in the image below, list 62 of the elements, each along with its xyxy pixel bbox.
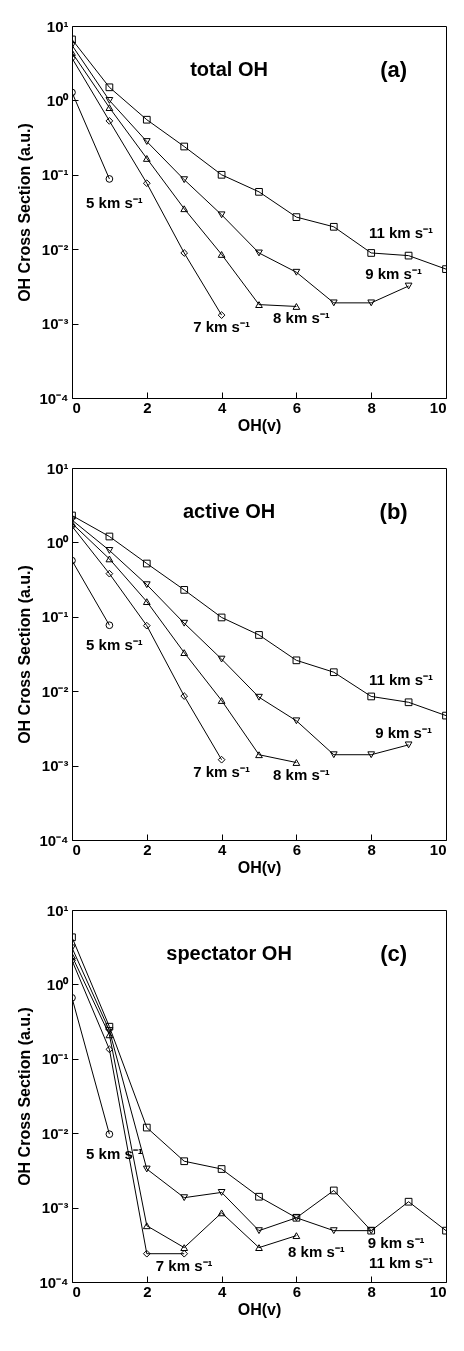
series-label: 7 km s⁻¹ bbox=[193, 318, 250, 336]
x-tick-label: 8 bbox=[367, 1282, 376, 1300]
y-axis-title: OH Cross Section (a.u.) bbox=[16, 123, 34, 302]
y-tick-label: 10⁻² bbox=[41, 1124, 69, 1142]
text: active OH bbox=[182, 500, 276, 522]
x-tick-label: 4 bbox=[217, 398, 227, 416]
x-tick-label: 2 bbox=[143, 398, 152, 416]
x-tick-label: 8 bbox=[367, 840, 376, 858]
y-axis-title: OH Cross Section (a.u.) bbox=[16, 1007, 34, 1186]
y-tick-label: 10⁰ bbox=[46, 533, 70, 551]
series-label: 11 km s⁻¹ bbox=[368, 1253, 434, 1271]
x-tick-label: 2 bbox=[143, 1282, 152, 1300]
x-axis-title: OH(v) bbox=[237, 416, 282, 434]
y-tick-label: 10⁻⁴ bbox=[39, 389, 69, 407]
text: total OH bbox=[190, 58, 268, 80]
x-tick-label: 2 bbox=[143, 840, 152, 858]
y-tick-label: 10⁻² bbox=[41, 240, 69, 258]
series-label: 9 km s⁻¹ bbox=[375, 723, 432, 741]
series-label: 8 km s⁻¹ bbox=[273, 765, 330, 783]
series-label: 9 km s⁻¹ bbox=[365, 265, 422, 283]
series-label: 9 km s⁻¹ bbox=[367, 1233, 425, 1251]
y-tick-label: 10⁻³ bbox=[41, 757, 69, 775]
x-tick-label: 0 bbox=[72, 840, 81, 858]
x-tick-label: 0 bbox=[72, 1282, 81, 1300]
y-tick-label: 10⁻³ bbox=[41, 1199, 69, 1217]
x-tick-label: 10 bbox=[429, 398, 447, 416]
annotation: (b) bbox=[379, 499, 408, 524]
y-tick-label: 10⁻¹ bbox=[41, 1050, 69, 1068]
y-tick-label: 10⁻³ bbox=[41, 315, 69, 333]
x-tick-label: 6 bbox=[292, 1282, 302, 1300]
text: spectator OH bbox=[166, 942, 292, 964]
y-tick-label: 10⁰ bbox=[46, 91, 70, 109]
x-tick-label: 0 bbox=[72, 398, 81, 416]
y-tick-label: 10⁻⁴ bbox=[39, 1273, 69, 1291]
series-label: 7 km s⁻¹ bbox=[193, 762, 250, 780]
x-tick-label: 10 bbox=[429, 840, 447, 858]
x-tick-label: 6 bbox=[292, 840, 302, 858]
x-tick-label: 4 bbox=[217, 1282, 227, 1300]
x-axis-title: OH(v) bbox=[237, 1300, 282, 1318]
series-label: 5 km s⁻¹ bbox=[86, 636, 143, 654]
series-label: 8 km s⁻¹ bbox=[273, 309, 330, 327]
x-tick-label: 10 bbox=[429, 1282, 447, 1300]
y-tick-label: 10⁰ bbox=[46, 975, 70, 993]
x-tick-label: 8 bbox=[367, 398, 376, 416]
y-tick-label: 10¹ bbox=[46, 17, 69, 35]
series-label: 5 km s⁻¹ bbox=[86, 193, 143, 211]
y-tick-label: 10⁻¹ bbox=[41, 608, 69, 626]
series-label: 11 km s⁻¹ bbox=[368, 224, 434, 242]
y-tick-label: 10⁻⁴ bbox=[39, 831, 69, 849]
annotation: (c) bbox=[380, 941, 408, 966]
x-axis-title: OH(v) bbox=[237, 858, 282, 876]
x-tick-label: 6 bbox=[292, 398, 302, 416]
y-tick-label: 10⁻¹ bbox=[41, 166, 69, 184]
series-label: 8 km s⁻¹ bbox=[288, 1242, 345, 1260]
y-tick-label: 10¹ bbox=[46, 459, 69, 477]
annotation: (a) bbox=[380, 57, 408, 82]
y-tick-label: 10⁻² bbox=[41, 682, 69, 700]
y-axis-title: OH Cross Section (a.u.) bbox=[16, 565, 34, 744]
series-label: 11 km s⁻¹ bbox=[368, 670, 434, 688]
series-label: 7 km s⁻¹ bbox=[155, 1256, 213, 1274]
x-tick-label: 4 bbox=[217, 840, 227, 858]
y-tick-label: 10¹ bbox=[46, 901, 69, 919]
